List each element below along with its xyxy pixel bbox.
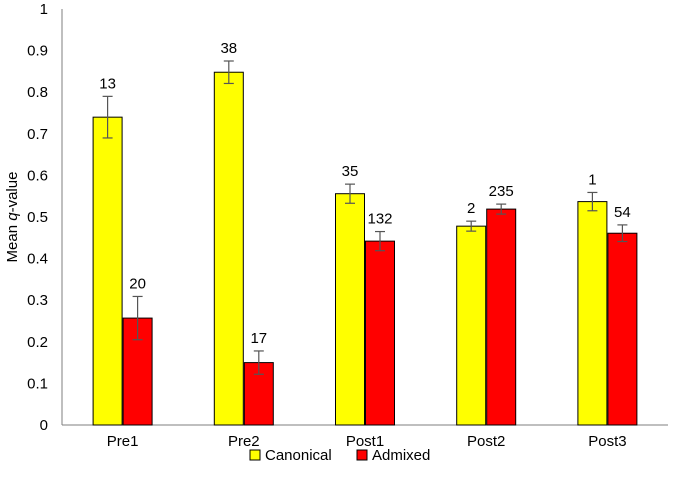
y-axis-label-suffix: -value <box>4 172 21 213</box>
bar-admixed-post2 <box>486 208 517 426</box>
data-label: 132 <box>367 211 392 228</box>
error-bar <box>466 220 477 232</box>
bar-canonical-pre1 <box>92 116 123 426</box>
bar-canonical-post1 <box>335 193 365 426</box>
y-axis-label: Mean q-value <box>4 172 21 263</box>
y-tick-label: 0.2 <box>27 334 48 351</box>
error-bar <box>617 224 628 243</box>
error-bar <box>253 350 264 375</box>
bar-canonical-post2 <box>456 225 487 426</box>
x-tick-label: Post2 <box>467 433 505 450</box>
x-tick-label: Pre2 <box>228 433 260 450</box>
y-axis-label-italic: q <box>4 212 21 221</box>
data-label: 20 <box>129 275 146 292</box>
y-tick-label: 0.5 <box>27 209 48 226</box>
legend-swatch-canonical <box>249 449 261 461</box>
y-tick-label: 0 <box>40 417 48 434</box>
x-tick-label: Post1 <box>346 433 384 450</box>
y-tick-label: 0.4 <box>27 251 48 268</box>
error-bar <box>375 230 385 252</box>
legend: Canonical Admixed <box>249 447 430 464</box>
error-bar <box>102 95 113 139</box>
x-tick-label: Pre1 <box>107 433 139 450</box>
legend-label-admixed: Admixed <box>372 447 430 464</box>
y-axis-label-prefix: Mean <box>4 221 21 263</box>
error-bar <box>132 295 143 341</box>
data-label: 235 <box>489 183 514 200</box>
error-bar <box>345 183 355 204</box>
data-label: 35 <box>342 163 359 180</box>
y-tick-label: 1 <box>40 1 48 18</box>
error-bar <box>496 203 507 215</box>
bar-canonical-post3 <box>577 201 608 426</box>
data-label: 13 <box>99 75 116 92</box>
y-axis-ticks: 0 0.1 0.2 0.3 0.4 0.5 0.6 0.7 0.8 0.9 1 <box>27 1 48 434</box>
data-label: 2 <box>467 200 475 217</box>
x-axis-ticks: Pre1 Pre2 Post1 Post2 Post3 <box>107 433 627 450</box>
data-label: 1 <box>588 171 596 188</box>
y-tick-label: 0.3 <box>27 292 48 309</box>
data-label: 38 <box>220 40 237 57</box>
y-tick-label: 0.1 <box>27 375 48 392</box>
bar-canonical-pre2 <box>213 71 244 426</box>
y-tick-label: 0.9 <box>27 43 48 60</box>
data-label: 17 <box>250 330 267 347</box>
y-tick-label: 0.8 <box>27 84 48 101</box>
legend-label-canonical: Canonical <box>265 447 332 464</box>
bar-admixed-post1 <box>365 240 395 426</box>
y-tick-label: 0.7 <box>27 126 48 143</box>
x-tick-label: Post3 <box>588 433 626 450</box>
bar-admixed-post3 <box>607 232 638 426</box>
error-bar <box>223 60 234 85</box>
legend-swatch-admixed <box>356 449 368 461</box>
y-tick-label: 0.6 <box>27 167 48 184</box>
data-label: 54 <box>614 204 631 221</box>
bars: 13 20 38 17 35 132 2 235 1 54 <box>92 40 638 426</box>
error-bar <box>587 191 598 212</box>
